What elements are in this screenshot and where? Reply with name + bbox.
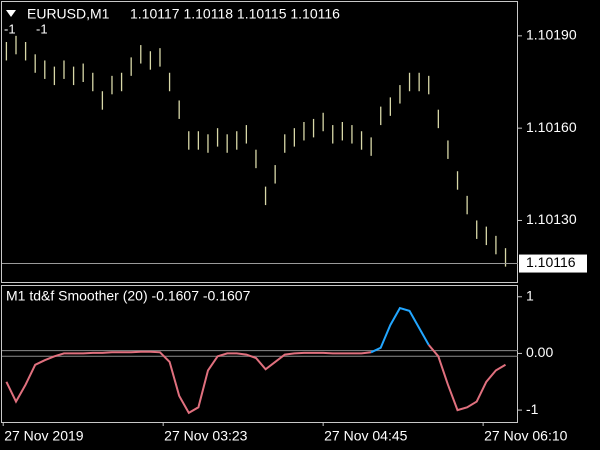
x-tick-label: 27 Nov 03:23	[164, 428, 247, 444]
y-tick-label: 1.10190	[526, 27, 577, 43]
indicator-title: M1 td&f Smoother (20) -0.1607 -0.1607	[6, 288, 251, 304]
y-tick-label: 1.10130	[526, 211, 577, 227]
price-label-box	[519, 254, 587, 273]
y-tick-label: 1	[526, 287, 534, 303]
price-panel	[1, 1, 518, 283]
current-price-label: 1.10116	[526, 254, 576, 270]
symbol: EURUSD,M1	[27, 6, 110, 22]
y-tick-label: 0.00	[526, 344, 553, 360]
x-tick-label: 27 Nov 06:10	[484, 428, 567, 444]
menu-triangle[interactable]	[6, 10, 16, 17]
annotation: -1	[36, 21, 48, 36]
x-tick-label: 27 Nov 2019	[4, 428, 84, 444]
annotation: -1	[4, 21, 16, 36]
indicator-panel	[1, 285, 518, 423]
y-tick-label: -1	[526, 401, 539, 417]
y-tick-label: 1.10160	[526, 119, 577, 135]
indicator-line	[370, 306, 430, 354]
indicator-line	[5, 344, 507, 415]
x-tick-label: 27 Nov 04:45	[324, 428, 407, 444]
quote: 1.10117 1.10118 1.10115 1.10116	[130, 6, 340, 22]
